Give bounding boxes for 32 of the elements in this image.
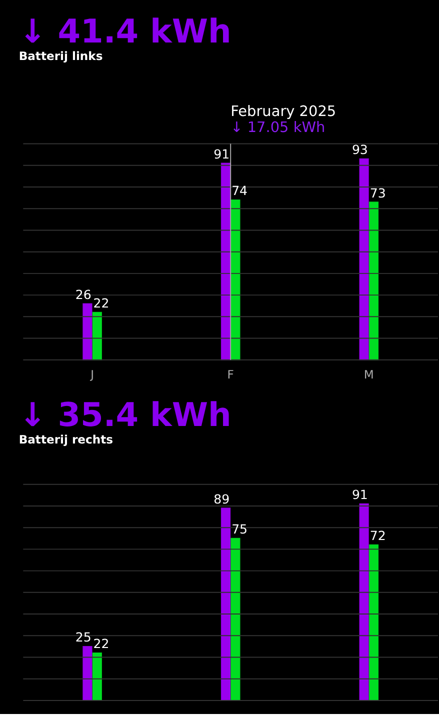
data-label: 91 — [352, 486, 368, 502]
x-tick-label: F — [227, 368, 234, 382]
chart-title: ↓ 35.4 kWh — [18, 396, 232, 434]
bar — [368, 202, 379, 360]
bar — [82, 646, 92, 701]
bar — [220, 508, 231, 701]
bar — [359, 503, 369, 701]
data-label: 75 — [232, 522, 248, 537]
bar — [92, 312, 102, 360]
chart-title: ↓ 41.4 kWh — [18, 12, 232, 50]
data-label: 22 — [93, 296, 110, 311]
x-tick-label: J — [90, 368, 94, 382]
x-tick-label: M — [364, 368, 374, 382]
text: February 2025 — [230, 104, 336, 120]
text: ↓ 17.05 kWh — [230, 120, 326, 136]
bar — [368, 544, 379, 701]
data-label: 91 — [214, 146, 230, 162]
chart-subtitle: Batterij links — [18, 48, 103, 63]
bar — [82, 303, 92, 360]
data-label: 74 — [232, 183, 248, 198]
data-label: 25 — [75, 630, 92, 645]
data-label: 22 — [93, 636, 110, 652]
bar — [359, 158, 369, 360]
data-label: 26 — [75, 286, 92, 302]
bar — [230, 199, 240, 360]
bar — [92, 652, 102, 701]
data-label: 93 — [352, 142, 368, 158]
data-label: 72 — [370, 528, 386, 544]
chart-subtitle: Batterij rechts — [18, 432, 114, 446]
bar — [230, 538, 240, 701]
data-label: 89 — [214, 491, 230, 506]
data-label: 73 — [370, 185, 386, 200]
